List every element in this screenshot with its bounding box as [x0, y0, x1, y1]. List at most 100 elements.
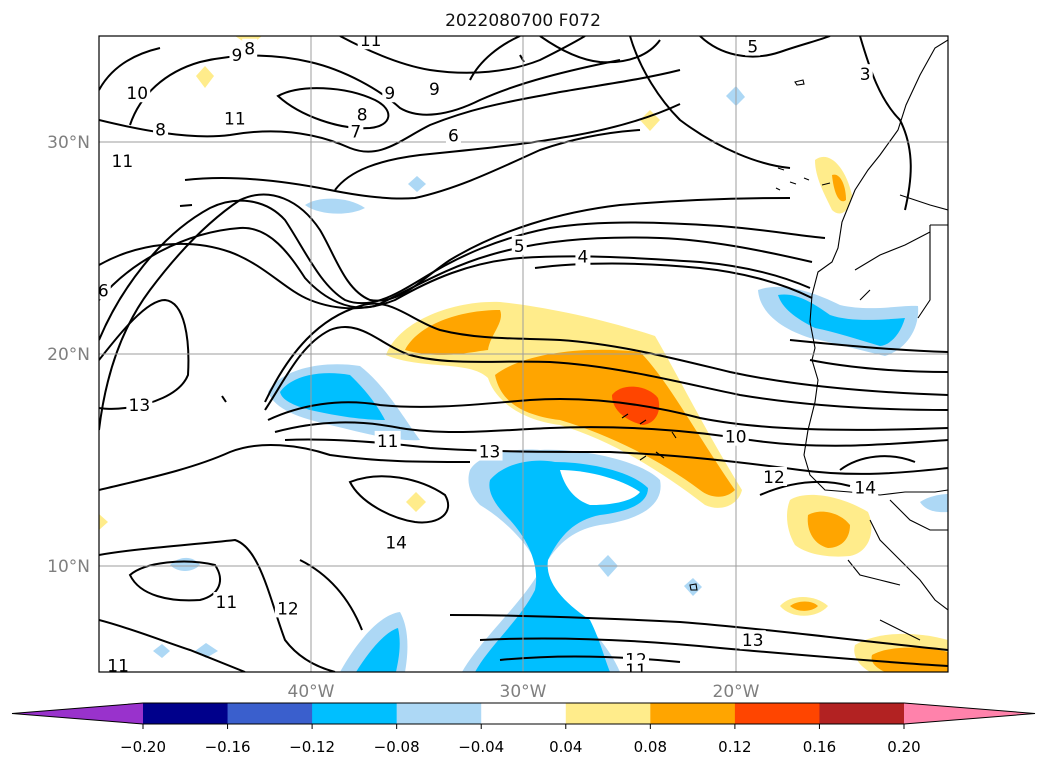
contour-line	[264, 302, 948, 403]
contour-label-halo	[857, 64, 873, 84]
negative-anomaly-central-core	[475, 460, 648, 672]
contour-label-halo	[739, 630, 766, 650]
map-frame	[98, 35, 949, 673]
contour-label-halo	[445, 125, 461, 145]
contour-label: 10	[725, 428, 747, 448]
border-lines	[847, 194, 948, 641]
negative-anomaly-dot	[408, 176, 426, 192]
colorbar-segment	[650, 703, 736, 724]
contour-label: 11	[216, 593, 238, 613]
colorbar-segment	[734, 703, 820, 724]
colorbar-tick-label: 0.16	[803, 738, 836, 756]
contour-lines	[99, 36, 948, 672]
contour-line	[99, 619, 246, 672]
positive-anomaly-dot	[99, 514, 108, 530]
coastline-africa	[803, 39, 948, 496]
lat-label-30n: 30°N	[47, 133, 90, 153]
coastlines	[621, 39, 948, 641]
colorbar-extend-high	[904, 703, 1035, 724]
negative-anomaly-patch	[305, 198, 365, 214]
contour-line	[99, 444, 471, 491]
lon-label-30w: 30°W	[500, 682, 547, 702]
contour-label: 12	[763, 468, 785, 488]
axis-labels: 30°N 20°N 10°N 40°W 30°W 20°W	[47, 133, 760, 702]
contour-label: 10	[126, 84, 148, 104]
contour-label: 3	[860, 65, 871, 85]
contour-label-halo	[126, 394, 153, 414]
contour-label: 7	[350, 122, 361, 142]
colorbar-segment	[565, 703, 651, 724]
contour-line	[264, 326, 948, 411]
contour-line	[449, 614, 948, 651]
contour-label: 14	[385, 534, 407, 554]
colorbar-tick-label: 0.08	[634, 738, 667, 756]
lon-label-40w: 40°W	[288, 682, 335, 702]
contour-line	[99, 242, 811, 310]
contour-line	[276, 87, 390, 130]
contour-label: 11	[112, 152, 134, 172]
gridlines	[99, 36, 948, 672]
contour-label: 9	[232, 46, 243, 66]
contour-label-halo	[374, 430, 401, 450]
positive-anomaly-small	[832, 174, 846, 202]
colorbar-segment	[481, 703, 567, 724]
contour-line	[299, 559, 363, 631]
negative-anomaly-dot	[684, 578, 702, 596]
lon-label-20w: 20°W	[713, 682, 760, 702]
contour-label-halo	[575, 246, 591, 266]
contour-label-halo	[382, 83, 398, 103]
contour-label-halo	[242, 38, 258, 58]
contour-line	[184, 129, 641, 200]
coastline-canaries	[775, 167, 831, 191]
contour-line	[99, 538, 336, 672]
contour-label: 5	[747, 38, 758, 58]
contour-label: 8	[357, 105, 368, 125]
colorbar-extend-low	[12, 703, 143, 724]
contour-label: 11	[360, 31, 382, 51]
positive-anomaly-core	[612, 386, 660, 425]
contour-label: 11	[224, 110, 246, 130]
contour-line	[99, 298, 190, 410]
negative-anomaly-dot	[153, 644, 170, 658]
positive-anomaly-mid	[495, 349, 735, 497]
contour-label: 11	[625, 661, 647, 681]
contour-line	[99, 69, 681, 153]
contour-label-halo	[274, 598, 301, 618]
positive-anomaly-se-core	[871, 647, 948, 672]
contour-line	[274, 421, 948, 447]
colorbar-tick-label: 0.20	[887, 738, 920, 756]
colorbar-tick-label: −0.08	[374, 738, 420, 756]
contour-line	[99, 199, 826, 341]
contour-line	[629, 36, 831, 169]
contour-label: 12	[277, 599, 299, 619]
contour-line	[469, 36, 661, 81]
negative-anomaly-sw-core	[356, 628, 400, 672]
contour-label-halo	[348, 121, 364, 141]
positive-anomaly-dot	[196, 66, 214, 88]
contour-line	[267, 398, 948, 431]
colorbar-tick-label: −0.16	[205, 738, 251, 756]
contour-label-halo	[383, 532, 410, 552]
negative-anomaly-africa-core	[778, 294, 905, 346]
lat-label-10n: 10°N	[47, 557, 90, 577]
chart-title: 2022080700 F072	[445, 11, 601, 31]
contour-line	[99, 47, 161, 91]
colorbar-segment	[227, 703, 313, 724]
contour-label-halo	[722, 426, 749, 446]
colorbar-segment	[312, 703, 398, 724]
contour-label-halo	[357, 36, 384, 50]
coastline-madeira	[794, 79, 805, 86]
contour-line	[479, 637, 948, 667]
positive-anomaly-dot	[406, 492, 426, 512]
contour-line	[128, 560, 221, 602]
contour-label: 8	[155, 120, 166, 140]
contour-label: 11	[107, 657, 129, 677]
contour-label: 8	[244, 40, 255, 60]
contour-label: 14	[854, 479, 876, 499]
colorbar-segment	[396, 703, 482, 724]
contour-label-halo	[109, 151, 136, 171]
colorbar-tick-label: −0.12	[289, 738, 335, 756]
contour-label: 9	[384, 84, 395, 104]
contour-label: 13	[742, 631, 764, 651]
